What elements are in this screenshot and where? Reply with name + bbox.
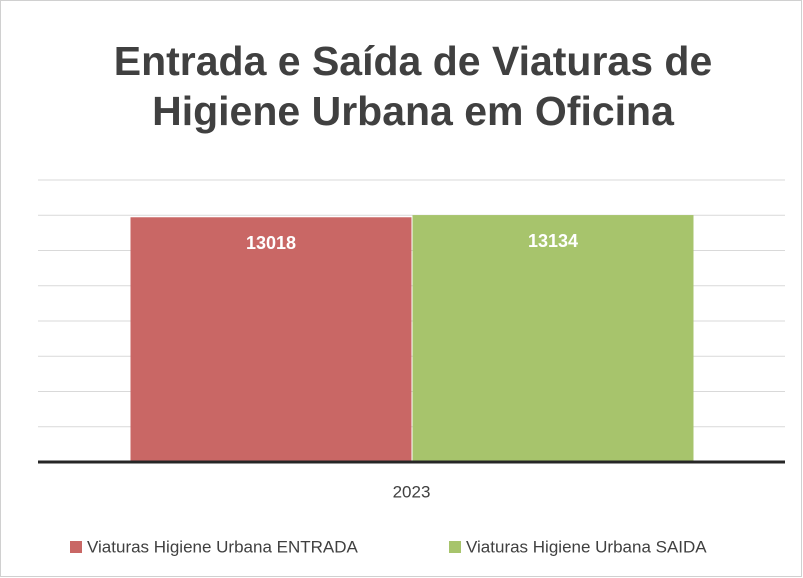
legend-swatch <box>449 541 461 553</box>
legend-swatch <box>70 541 82 553</box>
legend-label: Viaturas Higiene Urbana ENTRADA <box>87 537 359 556</box>
value-label: 13134 <box>528 231 578 251</box>
x-tick-label: 2023 <box>393 482 431 501</box>
bar <box>412 215 694 462</box>
bar <box>130 217 412 462</box>
value-label: 13018 <box>246 233 296 253</box>
legend-label: Viaturas Higiene Urbana SAIDA <box>466 537 707 556</box>
chart-title: Entrada e Saída de Viaturas de Higiene U… <box>113 38 713 134</box>
